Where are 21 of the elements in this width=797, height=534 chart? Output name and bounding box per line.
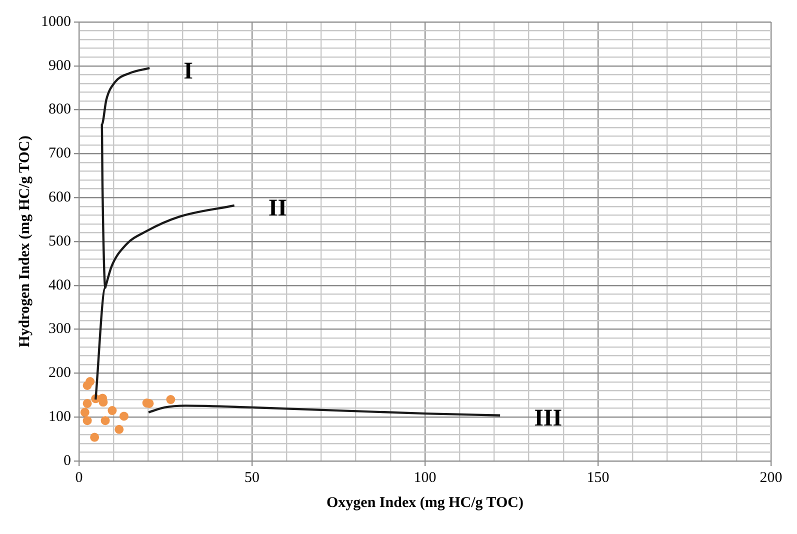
- x-tick-label: 150: [586, 470, 610, 486]
- y-tick-label: 500: [48, 233, 71, 250]
- y-axis-title: Hydrogen Index (mg HC/g TOC): [16, 136, 33, 348]
- y-tick-label: 1000: [41, 14, 71, 30]
- x-tick-label: 200: [760, 470, 782, 486]
- annotation: III: [534, 406, 562, 432]
- y-tick-label: 0: [64, 452, 71, 469]
- y-tick-label: 100: [48, 409, 71, 426]
- annotation: II: [268, 196, 288, 222]
- y-tick-label: 200: [48, 365, 71, 382]
- y-tick-label: 800: [48, 102, 71, 118]
- x-tick-label: 0: [75, 470, 83, 486]
- x-axis-title: Oxygen Index (mg HC/g TOC): [326, 494, 524, 511]
- y-tick-label: 700: [48, 146, 71, 162]
- y-tick-label: 300: [48, 321, 71, 338]
- y-tick-label: 400: [48, 277, 71, 294]
- y-tick-label: 900: [48, 58, 71, 74]
- y-tick-label: 600: [48, 190, 71, 206]
- x-tick-label: 100: [414, 470, 436, 486]
- x-tick-label: 50: [244, 470, 260, 486]
- annotation: I: [184, 58, 193, 84]
